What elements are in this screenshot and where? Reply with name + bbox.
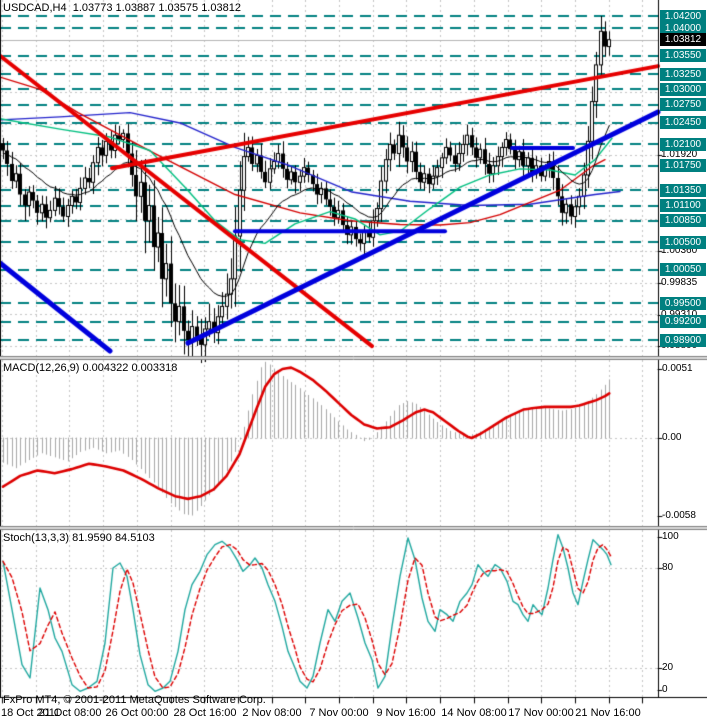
price-level-badge: 1.03000 [660,82,706,96]
macd-value-signal: 0.003318 [131,362,178,374]
price-level-badge: 1.01350 [660,183,706,197]
price-level-badge: 1.00850 [660,214,706,228]
price-scale-tick: 1.00360 [661,244,698,256]
stoch-scale-tick: 80 [662,562,674,573]
price-level-badge: 1.00500 [660,235,706,249]
price-scale-tick: 0.99835 [661,276,698,288]
price-level-badge: 1.00050 [660,263,706,277]
price-level-badge: 1.04200 [660,9,706,23]
time-axis-label: 28 Oct 16:00 [173,707,237,719]
macd-scale-tick: 0.0051 [662,363,693,374]
macd-name: MACD(12,26,9) [3,362,80,374]
stoch-value-k: 81.9590 [72,532,112,544]
time-axis-label: 26 Oct 00:00 [105,707,169,719]
time-axis-label: 21 Nov 16:00 [575,707,641,719]
ohlc-low: 1.03575 [158,2,199,14]
macd-indicator-header: MACD(12,26,9) 0.004322 0.003318 [3,362,177,374]
chart-title: USDCAD,H4 1.03773 1.03887 1.03575 1.0381… [3,2,241,14]
time-axis-label: 21 Oct 08:00 [38,707,102,719]
price-level-badge: 1.02750 [660,98,706,112]
time-axis-label: 7 Nov 00:00 [309,707,369,719]
macd-value-main: 0.004322 [82,362,129,374]
stoch-scale-tick: 20 [662,662,674,673]
macd-scale-tick: -0.0058 [662,510,696,522]
stoch-value-d: 84.5103 [114,532,155,544]
price-scale-tick: 1.01920 [661,149,698,161]
ohlc-high: 1.03887 [115,2,156,14]
price-level-badge: 1.03550 [660,49,706,63]
macd-scale-tick: 0.00 [662,432,682,443]
copyright-label: FxPro MT4, © 2001-2011 MetaQuotes Softwa… [3,694,266,706]
stoch-scale-tick: 0 [662,684,668,695]
price-scale-tick: 0.99310 [661,309,697,321]
price-level-badge: 0.98900 [660,333,706,347]
current-price-badge: 1.03812 [660,33,706,47]
price-level-badge: 0.99500 [660,296,706,310]
stoch-indicator-header: Stoch(13,3,3) 81.9590 84.5103 [3,532,155,544]
stoch-name: Stoch(13,3,3) [3,532,70,544]
price-level-badge: 0.99200 [660,315,706,329]
time-axis-label: 18 Oct 2011 [1,707,61,719]
time-axis-label: 9 Nov 16:00 [376,707,436,719]
chart-symbol-timeframe: USDCAD,H4 [3,2,67,14]
price-level-badge: 1.04000 [660,21,706,35]
ohlc-open: 1.03773 [72,2,113,14]
price-level-badge: 1.01750 [660,159,706,173]
stoch-scale-tick: 100 [662,531,679,542]
time-axis-label: 2 Nov 08:00 [242,707,302,719]
time-axis-label: 14 Nov 08:00 [441,707,507,719]
ohlc-close: 1.03812 [201,2,241,14]
price-level-badge: 1.01100 [660,199,706,212]
price-level-badge: 1.02100 [660,137,706,151]
time-axis-label: 17 Nov 00:00 [508,707,574,719]
price-level-badge: 1.02450 [660,116,706,130]
price-level-badge: 1.03250 [660,67,706,81]
